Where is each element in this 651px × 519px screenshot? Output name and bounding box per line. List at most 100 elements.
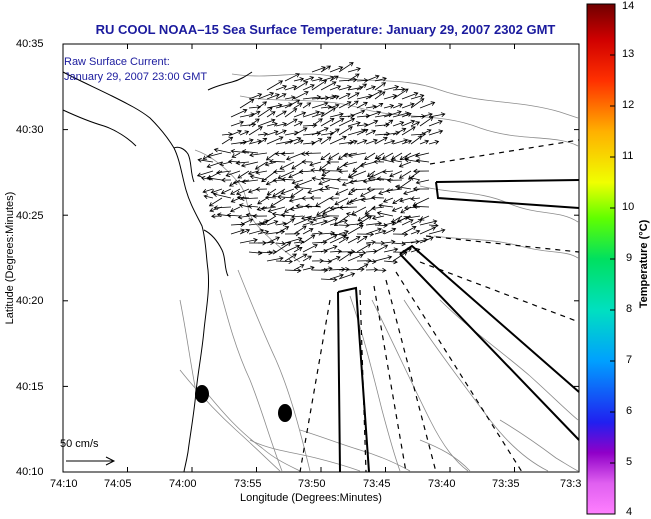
current-vector (391, 206, 403, 212)
current-vector (392, 121, 405, 127)
current-vector (239, 98, 255, 109)
colorbar-tick-label: 8 (626, 303, 633, 315)
current-vector (277, 194, 295, 200)
current-vector (376, 211, 394, 217)
current-vector (360, 188, 376, 197)
current-vector (275, 259, 293, 264)
current-vector (320, 259, 333, 264)
current-vector (280, 188, 295, 195)
current-vector (293, 127, 308, 136)
current-vector (318, 161, 331, 171)
current-vector (366, 170, 376, 177)
current-vector (284, 73, 300, 82)
current-vector (302, 110, 321, 118)
current-vector (219, 161, 232, 167)
current-vector (365, 239, 376, 245)
current-vector (309, 161, 322, 167)
current-vector (284, 95, 296, 101)
current-vector (338, 249, 356, 255)
current-vector (399, 152, 412, 161)
current-vector (383, 220, 396, 226)
current-vector (257, 107, 273, 118)
colorbar-tick-label: 12 (622, 99, 635, 111)
current-vector (239, 237, 258, 244)
current-vector (374, 91, 386, 100)
colorbar-tick-label: 7 (626, 354, 633, 366)
current-vector (275, 221, 287, 227)
current-vector (338, 229, 349, 235)
current-vector (275, 129, 287, 136)
current-vector (266, 236, 281, 244)
current-vector (279, 161, 295, 170)
current-vector (428, 139, 440, 145)
current-vector (202, 188, 214, 194)
current-vector (318, 179, 331, 186)
current-vector (350, 187, 367, 193)
current-vector (320, 176, 340, 181)
current-vector (419, 101, 436, 109)
current-vector (356, 258, 372, 264)
current-vector (374, 76, 387, 82)
current-vector (356, 243, 372, 253)
current-vector (275, 242, 292, 253)
current-vector (257, 250, 273, 256)
current-vector (338, 272, 356, 280)
current-vector (277, 170, 295, 180)
current-vector (391, 152, 403, 160)
current-vector (347, 236, 361, 244)
current-vector (316, 206, 331, 216)
current-vector (212, 192, 232, 199)
current-vector (383, 93, 398, 100)
current-vector (248, 228, 265, 235)
current-vector (309, 195, 322, 201)
current-vector (280, 212, 295, 218)
current-vector (284, 231, 301, 237)
current-vector (401, 119, 416, 127)
x-tick-label: 73:50 (298, 478, 326, 490)
current-vector (321, 168, 340, 174)
current-vector (329, 112, 344, 118)
current-vector (266, 80, 284, 91)
current-vector (284, 99, 301, 109)
current-vector (206, 152, 223, 159)
current-vector (269, 158, 286, 164)
current-vector (232, 179, 250, 185)
current-vector (356, 231, 375, 237)
current-vector (254, 161, 268, 170)
current-vector (371, 215, 385, 221)
current-vector (237, 214, 250, 220)
current-vector (356, 101, 368, 109)
current-vector (374, 103, 384, 109)
current-vector (419, 219, 438, 226)
current-vector (386, 177, 403, 183)
current-vector (302, 234, 316, 244)
current-vector (374, 267, 387, 273)
current-vector (293, 239, 305, 245)
current-vector (383, 139, 396, 145)
current-vector (338, 85, 352, 91)
current-vector (419, 116, 434, 127)
current-vector (419, 129, 432, 136)
current-vector (230, 149, 250, 154)
current-vector (389, 170, 403, 178)
current-vector (329, 85, 342, 91)
current-vector (293, 253, 308, 262)
current-vector (275, 122, 287, 127)
current-vector (338, 205, 358, 210)
current-vector (390, 158, 403, 163)
current-vector (235, 188, 250, 196)
current-vector (293, 102, 303, 109)
colorbar-tick-label: 13 (622, 48, 635, 60)
current-vector (374, 244, 389, 253)
current-vector (291, 214, 304, 220)
current-vector (428, 129, 444, 136)
current-vector (401, 126, 416, 136)
current-vector (392, 197, 403, 204)
current-vector (200, 175, 214, 181)
current-vector (305, 203, 322, 209)
x-tick-label: 73:55 (234, 478, 262, 490)
current-vector (221, 131, 233, 137)
current-vector (373, 159, 385, 165)
current-vector (365, 259, 377, 264)
current-vector (221, 136, 234, 145)
